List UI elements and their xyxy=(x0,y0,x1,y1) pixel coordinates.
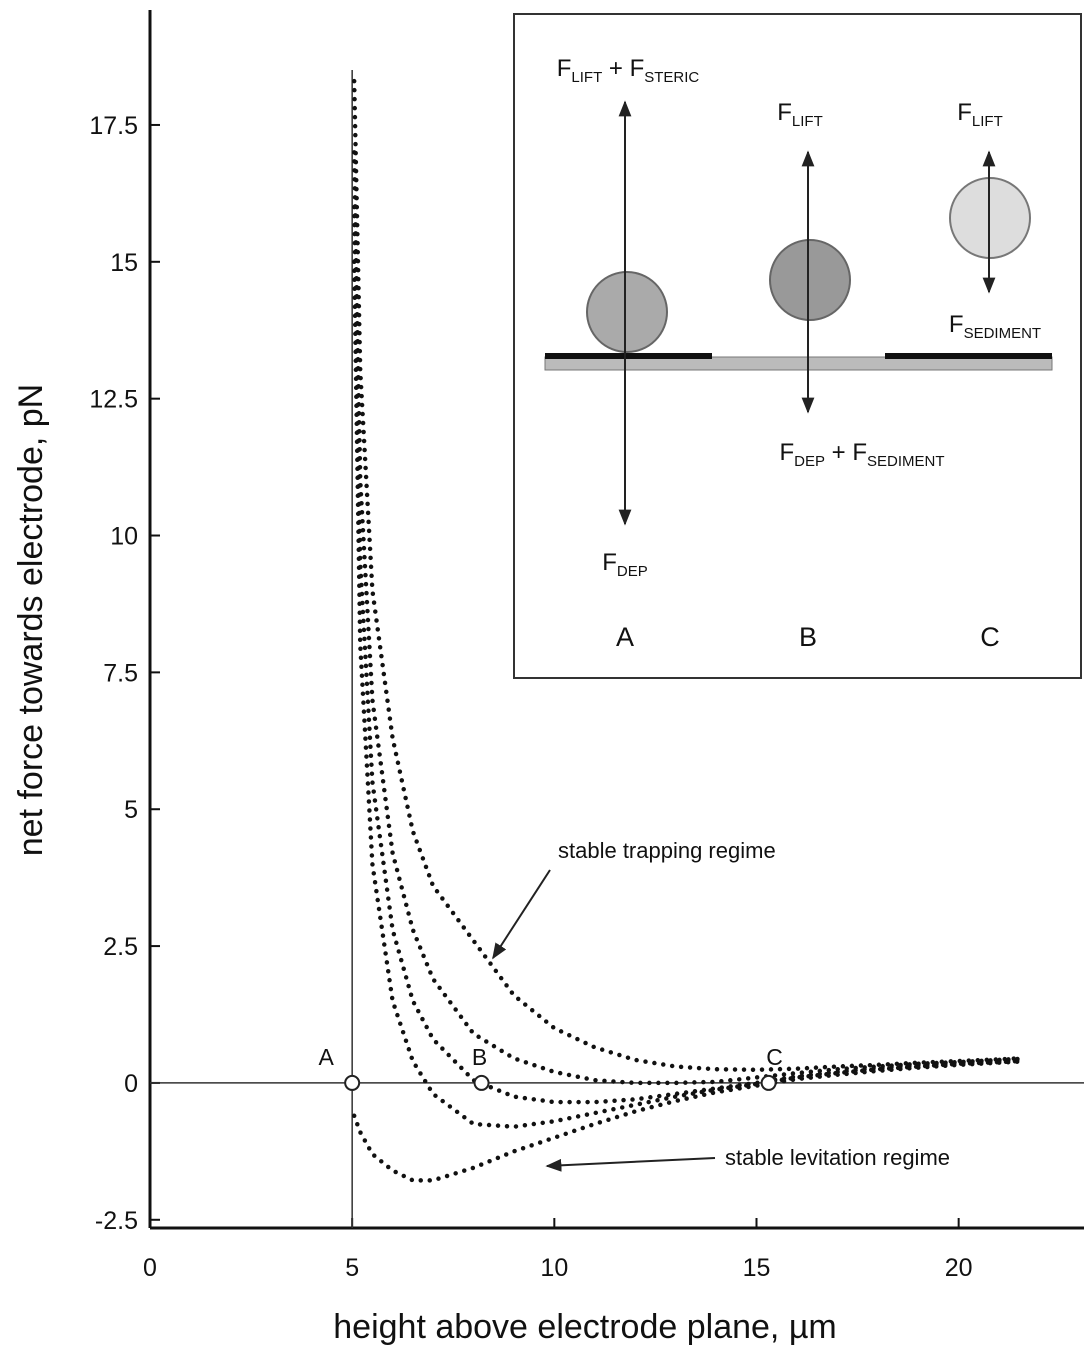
substrate xyxy=(544,356,1053,371)
label-text: F xyxy=(949,311,964,338)
label-subscript: DEP xyxy=(617,563,648,580)
label-text: F xyxy=(557,55,572,82)
label-subscript: LIFT xyxy=(571,69,602,86)
x-tick-label: 20 xyxy=(945,1254,973,1282)
force-label: FLIFT + FSTERIC xyxy=(557,55,700,86)
label-subscript: LIFT xyxy=(792,113,823,130)
point-marker xyxy=(473,1074,490,1091)
label-text: + F xyxy=(602,55,644,82)
y-tick-label: 2.5 xyxy=(103,933,138,961)
y-tick-label: -2.5 xyxy=(95,1207,138,1235)
x-tick-label: 15 xyxy=(743,1254,771,1282)
label-text: F xyxy=(777,99,792,126)
point-label: C xyxy=(766,1044,783,1070)
panel-label: B xyxy=(799,622,817,652)
label-text: + F xyxy=(825,439,867,466)
label-subscript: SEDIMENT xyxy=(867,453,945,470)
force-label: FDEP + FSEDIMENT xyxy=(779,439,944,470)
y-tick-label: 5 xyxy=(124,796,138,824)
electrode xyxy=(545,353,712,359)
x-tick-label: 5 xyxy=(345,1254,359,1282)
data-line xyxy=(351,150,1022,1086)
annotation-arrow xyxy=(545,1157,716,1172)
label-subscript: LIFT xyxy=(972,113,1003,130)
annotation-arrow xyxy=(492,869,551,960)
panel-label: C xyxy=(980,622,1000,652)
y-axis-title: net force towards electrode, pN xyxy=(12,384,50,856)
y-tick-label: 0 xyxy=(124,1070,138,1098)
y-tick-label: 12.5 xyxy=(89,386,138,414)
x-axis-title: height above electrode plane, µm xyxy=(333,1308,836,1346)
panel-label: A xyxy=(616,622,634,652)
force-label: FLIFT xyxy=(777,99,823,130)
data-line xyxy=(351,1059,1022,1183)
particle xyxy=(769,239,851,321)
y-tick-label: 15 xyxy=(110,249,138,277)
label-text: F xyxy=(779,439,794,466)
force-label: FSEDIMENT xyxy=(949,311,1041,342)
point-marker xyxy=(344,1074,361,1091)
y-tick-label: 10 xyxy=(110,523,138,551)
point-label: B xyxy=(472,1044,487,1070)
annotation: stable trapping regime xyxy=(558,838,776,863)
annotation: stable levitation regime xyxy=(725,1145,950,1170)
point-marker xyxy=(760,1074,777,1091)
electrode xyxy=(885,353,1052,359)
x-tick-label: 0 xyxy=(143,1254,157,1282)
force-label: FLIFT xyxy=(957,99,1003,130)
label-subscript: STERIC xyxy=(644,69,699,86)
y-tick-label: 17.5 xyxy=(89,112,138,140)
label-subscript: DEP xyxy=(794,453,825,470)
force-label: FDEP xyxy=(602,549,648,580)
data-line xyxy=(351,78,1022,1073)
y-tick-label: 7.5 xyxy=(103,659,138,687)
label-subscript: SEDIMENT xyxy=(964,325,1042,342)
point-label: A xyxy=(318,1044,334,1070)
data-line xyxy=(351,204,1022,1105)
x-tick-label: 10 xyxy=(540,1254,568,1282)
label-text: F xyxy=(957,99,972,126)
label-text: F xyxy=(602,549,617,576)
particle xyxy=(586,271,668,353)
